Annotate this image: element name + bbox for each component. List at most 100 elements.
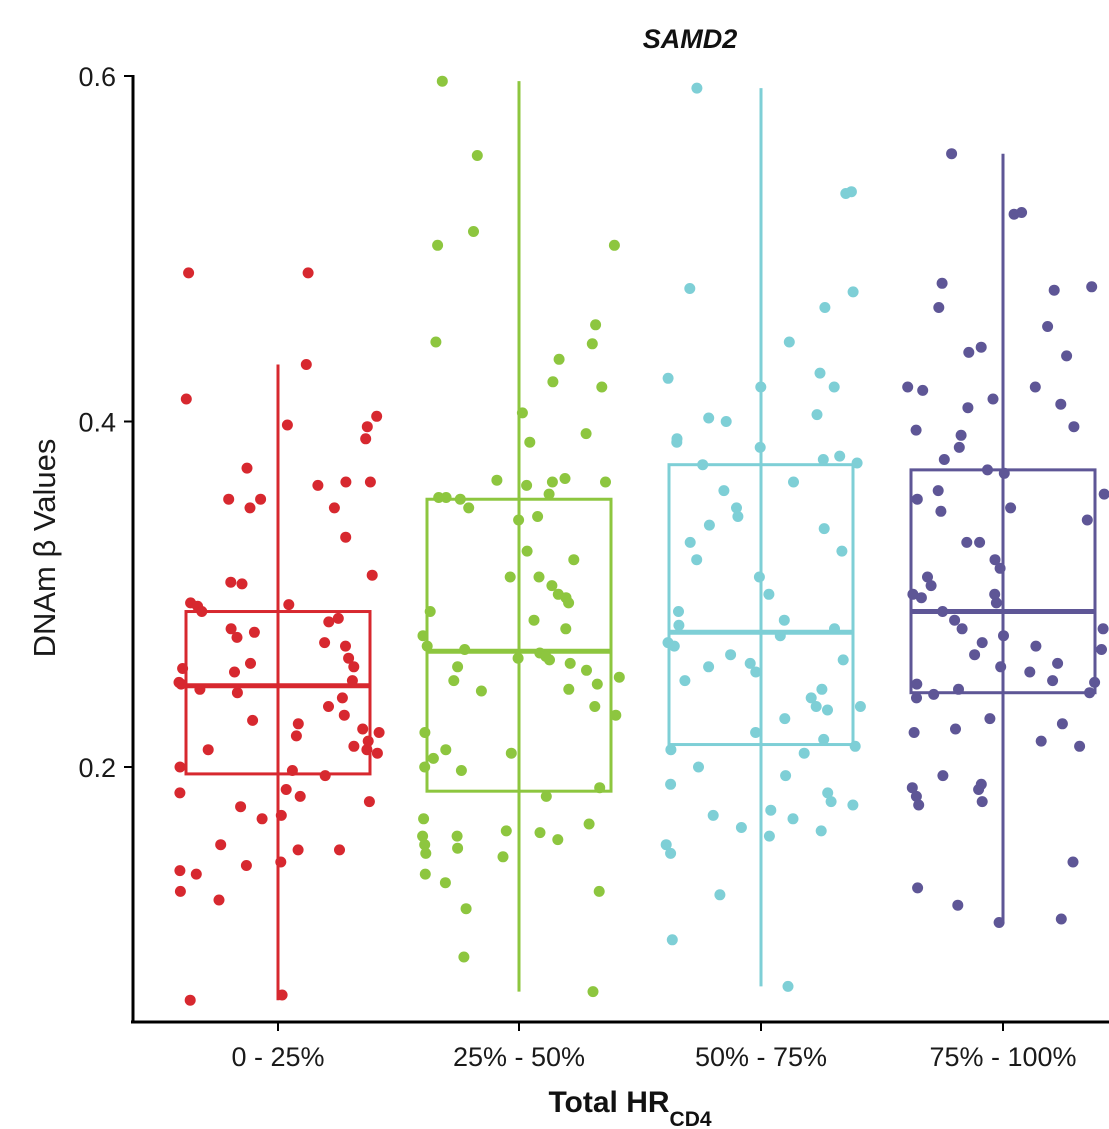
data-point [348, 661, 360, 673]
data-point [949, 614, 961, 626]
data-point [460, 903, 472, 915]
data-point [1067, 856, 1079, 868]
data-point [334, 844, 345, 856]
data-point [1081, 514, 1093, 526]
data-point [543, 488, 555, 500]
data-point [360, 433, 372, 445]
data-point [505, 747, 517, 759]
data-point [312, 479, 324, 491]
data-point [1096, 644, 1107, 655]
data-point [989, 588, 1001, 600]
data-point [248, 626, 260, 638]
data-point [818, 523, 830, 535]
data-point [256, 813, 268, 825]
data-point [962, 402, 974, 414]
data-point [371, 410, 383, 422]
data-point [286, 765, 298, 776]
data-point [673, 619, 685, 631]
data-point [933, 302, 945, 313]
data-point [544, 654, 555, 666]
data-point [524, 436, 536, 448]
data-point [468, 226, 479, 237]
data-point [1030, 640, 1042, 652]
data-point [591, 678, 603, 690]
data-point [703, 661, 715, 673]
data-point [174, 865, 186, 877]
data-point [275, 809, 287, 821]
data-point [755, 381, 767, 393]
iqr-box [667, 463, 855, 747]
data-point [811, 409, 823, 421]
data-point [275, 856, 287, 868]
data-point [911, 678, 923, 690]
data-point [174, 761, 186, 773]
data-point [1042, 321, 1054, 332]
data-point [323, 616, 335, 628]
data-point [340, 476, 352, 488]
data-point [419, 761, 431, 773]
data-point [458, 951, 470, 963]
data-point [244, 502, 256, 514]
data-point [707, 809, 719, 821]
data-point [818, 733, 830, 745]
data-point [1055, 398, 1067, 410]
data-point [283, 599, 295, 611]
data-point [936, 277, 948, 289]
data-point [837, 654, 849, 666]
data-point [459, 644, 471, 655]
data-point [418, 813, 430, 825]
data-point [787, 813, 799, 825]
data-point [834, 450, 846, 462]
data-point [452, 842, 464, 854]
data-point [540, 790, 552, 802]
data-point [994, 562, 1006, 574]
data-point [420, 847, 432, 859]
data-point [424, 606, 436, 617]
data-point [693, 761, 704, 773]
data-point [504, 571, 516, 583]
data-point [590, 319, 602, 331]
data-point [454, 493, 466, 505]
data-point [346, 675, 358, 687]
data-point [174, 885, 186, 897]
data-point [225, 623, 237, 635]
data-point [196, 606, 208, 617]
data-point [840, 188, 852, 199]
data-point [294, 790, 306, 802]
data-point [1086, 281, 1098, 293]
data-point [998, 630, 1009, 642]
data-point [419, 839, 431, 851]
data-point [910, 424, 922, 436]
data-point [560, 623, 572, 635]
data-point [240, 860, 252, 871]
data-point [1024, 666, 1036, 678]
data-point [750, 666, 762, 678]
data-point [969, 649, 981, 661]
data-point [732, 511, 744, 522]
data-point [596, 381, 608, 393]
data-point [552, 834, 564, 846]
data-point [774, 630, 786, 642]
data-point [183, 267, 195, 279]
data-point [559, 473, 571, 484]
data-point [907, 588, 919, 600]
data-point [990, 597, 1002, 609]
data-point [976, 796, 988, 808]
data-point [917, 384, 929, 396]
data-point [363, 796, 375, 808]
data-point [436, 75, 448, 87]
data-point [600, 476, 611, 488]
data-point [521, 479, 533, 491]
box-group [660, 82, 866, 992]
data-point [247, 714, 259, 726]
data-point [564, 657, 576, 669]
data-point [1029, 381, 1041, 393]
data-point [912, 882, 924, 894]
data-point [937, 606, 949, 617]
data-point [815, 825, 827, 837]
data-point [725, 649, 737, 661]
data-point [684, 283, 696, 294]
data-point [973, 784, 985, 795]
data-point [810, 701, 822, 712]
data-point [319, 770, 331, 782]
